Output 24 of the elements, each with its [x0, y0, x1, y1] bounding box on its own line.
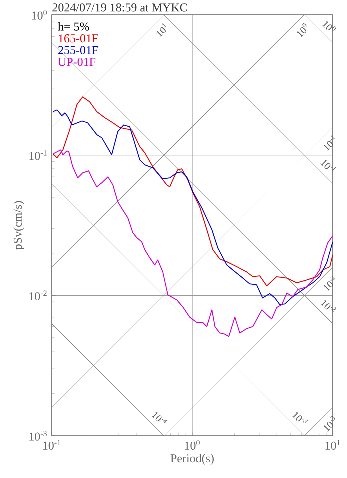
x-tick-label: 10$^{0}$ — [185, 440, 200, 450]
x-axis-title: Period(s) — [170, 454, 214, 466]
annotation: 10$^{-3}$ — [292, 412, 308, 424]
text: UP-01F — [58, 58, 96, 66]
annotation: 10$^{-4}$ — [152, 412, 168, 424]
y-axis-title: pSv(cm/s) — [14, 201, 24, 250]
x-tick-label: 10$^{1}$ — [326, 440, 340, 450]
legend-title: h= 5% — [58, 22, 90, 31]
annotation: 10$^{-2}$ — [320, 300, 336, 312]
y-tick-label: 10$^{-1}$ — [30, 150, 47, 160]
x-tick-label: 10$^{-1}$ — [43, 440, 61, 450]
annotation: 10$^{1}$ — [156, 24, 167, 38]
annotation: 10$^{-2}$ — [324, 276, 336, 292]
annotation: 10$^{-3}$ — [324, 416, 336, 432]
annotation: 10$^{-1}$ — [324, 136, 336, 152]
y-tick-label: 10$^{-3}$ — [30, 431, 47, 441]
y-tick-label: 10$^{-2}$ — [30, 290, 47, 301]
chart-title: 2024/07/19 18:59 at MYKC — [52, 4, 188, 12]
annotation: 10$^{0}$ — [322, 21, 336, 31]
annotation: 10$^{-1}$ — [320, 160, 336, 172]
annotation: 10$^{0}$ — [297, 24, 307, 38]
text: 255-01F — [58, 46, 98, 54]
y-tick-label: 10$^{0}$ — [32, 10, 47, 20]
text: 165-01F — [59, 34, 98, 43]
